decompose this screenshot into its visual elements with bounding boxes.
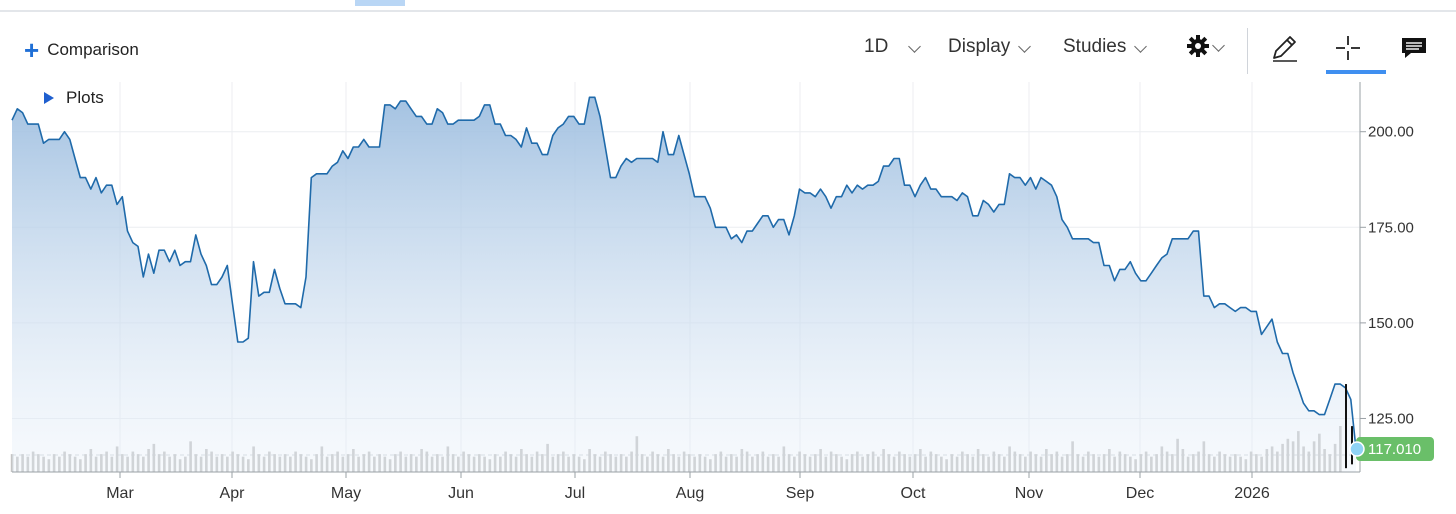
comparison-button[interactable]: + Comparison	[24, 35, 139, 65]
x-axis: Mar Apr May Jun Jul Aug Sep Oct Nov Dec 2026	[12, 471, 1360, 502]
y-tick-label: 200.00	[1368, 124, 1414, 141]
studies-label: Studies	[1063, 36, 1127, 57]
crosshair-icon	[1336, 36, 1360, 60]
interval-label: 1D	[864, 36, 889, 57]
crosshair-button[interactable]	[1326, 30, 1370, 66]
display-dropdown[interactable]: Display	[948, 36, 1032, 58]
price-area	[12, 97, 1356, 473]
toolbar-divider	[1247, 28, 1248, 74]
expand-triangle-icon	[44, 92, 54, 104]
last-price-bg	[1356, 437, 1434, 462]
x-tick-label: Sep	[786, 485, 815, 502]
y-tick-label: 125.00	[1368, 410, 1414, 427]
plots-toggle[interactable]: Plots	[44, 88, 104, 108]
price-line	[11, 96, 1357, 450]
chart-toolbar: + Comparison 1D Display Studies	[0, 24, 1456, 74]
x-tick-label: May	[331, 485, 361, 502]
interval-dropdown[interactable]: 1D	[864, 36, 922, 58]
top-border	[0, 10, 1456, 12]
studies-dropdown[interactable]: Studies	[1063, 36, 1148, 58]
draw-button[interactable]	[1262, 30, 1306, 66]
x-tick-label: Nov	[1015, 485, 1043, 502]
y-axis: 125.00 150.00 175.00 200.00	[1359, 82, 1414, 472]
last-price-badge: 117.010	[1349, 437, 1434, 462]
last-price-label: 117.010	[1368, 441, 1421, 458]
active-tab-indicator	[355, 0, 405, 6]
display-label: Display	[948, 36, 1011, 57]
crosshair-active-indicator	[1326, 70, 1386, 74]
plus-icon: +	[24, 35, 40, 65]
annotation-button[interactable]	[1392, 30, 1436, 66]
gear-icon	[1187, 35, 1209, 57]
x-tick-label: Aug	[676, 485, 704, 502]
pencil-icon	[1273, 36, 1297, 62]
x-tick-label: Oct	[901, 485, 926, 502]
x-tick-label: Jul	[565, 485, 585, 502]
settings-dropdown[interactable]	[1186, 34, 1225, 58]
x-tick-label: Jun	[448, 485, 474, 502]
y-tick-label: 150.00	[1368, 315, 1414, 332]
comparison-label: Comparison	[47, 40, 139, 59]
x-tick-label: 2026	[1234, 485, 1270, 502]
x-tick-label: Mar	[106, 485, 134, 502]
comment-icon	[1402, 38, 1426, 58]
x-tick-label: Apr	[220, 485, 246, 502]
last-point-dot	[1349, 441, 1365, 457]
y-tick-label: 175.00	[1368, 219, 1414, 236]
x-tick-label: Dec	[1126, 485, 1154, 502]
plots-label: Plots	[66, 88, 104, 107]
